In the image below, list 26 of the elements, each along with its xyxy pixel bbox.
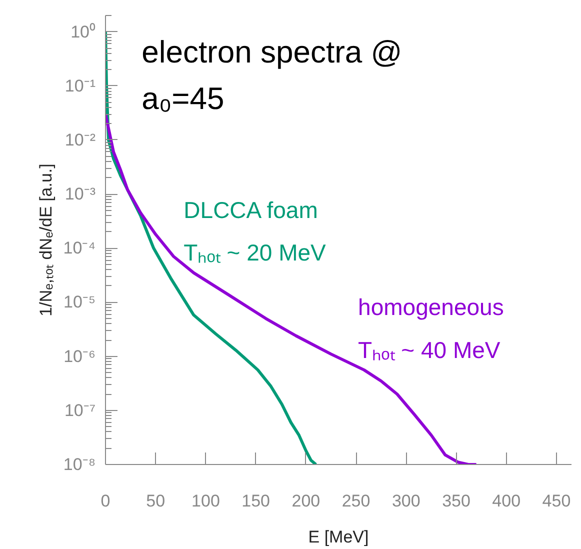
series-label: homogeneous: [358, 294, 504, 320]
y-tick-label: 10⁻²: [64, 130, 96, 150]
x-tick-label: 350: [442, 492, 470, 510]
annotation: Tₕₒₜ ~ 40 MeV: [358, 337, 501, 364]
x-tick-label: 450: [542, 492, 571, 510]
y-tick-label: 10⁰: [70, 22, 96, 42]
x-tick-label: 400: [492, 492, 521, 510]
text: electron spectra @ a₀=45: [142, 34, 402, 116]
series-label: DLCCA foam: [184, 197, 318, 224]
y-tick-label: 10⁻⁸: [63, 455, 96, 474]
x-axis-title: E [MeV]: [308, 528, 369, 546]
y-tick-label: 10⁻¹: [64, 76, 96, 96]
x-tick-label: 50: [146, 492, 166, 510]
y-tick-label: 10⁻³: [64, 184, 96, 204]
y-tick-label: 10⁻⁴: [63, 238, 96, 258]
x-tick-label: 0: [100, 492, 110, 510]
x-tick-label: 150: [242, 492, 270, 510]
x-tick-label: 200: [292, 492, 320, 510]
x-tick-label: 300: [392, 492, 420, 510]
y-tick-label: 10⁻⁵: [64, 292, 96, 312]
y-tick-label: 10⁻⁶: [64, 346, 96, 366]
y-tick-label: 10⁻⁷: [64, 400, 96, 420]
annotation: Tₕₒₜ ~ 20 MeV: [184, 239, 327, 266]
x-tick-label: 250: [342, 492, 370, 510]
y-axis-title: 1/Nₑ,ₜₒₜ dNₑ/dE [a.u.]: [36, 164, 56, 316]
x-tick-label: 100: [192, 492, 220, 510]
